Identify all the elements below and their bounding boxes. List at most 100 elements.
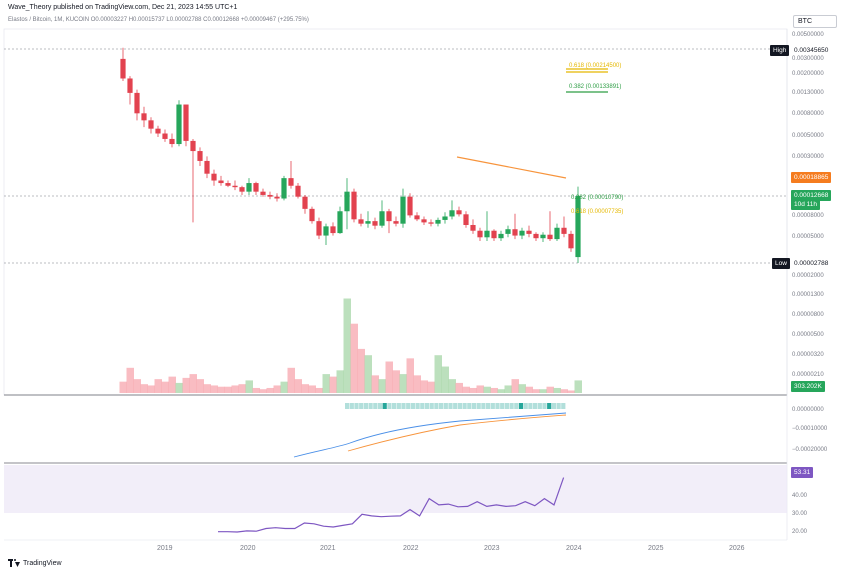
published-info: Wave_Theory published on TradingView.com… bbox=[8, 4, 238, 11]
candle-body bbox=[351, 191, 357, 220]
candle-body bbox=[190, 140, 196, 152]
macd-hist-bar bbox=[457, 403, 462, 409]
volume-bar bbox=[378, 379, 386, 393]
time-tick-label: 2023 bbox=[484, 545, 500, 552]
volume-bar bbox=[238, 384, 246, 393]
volume-bar bbox=[525, 386, 533, 393]
candle-body bbox=[379, 211, 385, 226]
volume-bar bbox=[203, 384, 211, 393]
macd-hist-bar bbox=[471, 403, 477, 409]
candle-body bbox=[183, 104, 189, 141]
rsi-line bbox=[218, 477, 565, 533]
macd-hist-bar bbox=[453, 403, 458, 409]
candle-body bbox=[484, 230, 490, 238]
volume-bar bbox=[287, 367, 295, 393]
volume-bar bbox=[133, 379, 141, 393]
volume-bar bbox=[336, 370, 344, 393]
candle-body bbox=[134, 92, 140, 114]
volume-bar bbox=[252, 387, 260, 393]
macd-hist-bar bbox=[509, 403, 514, 409]
time-axis-labels[interactable]: 2019 2020 2021 2022 2023 2024 2025 2026 bbox=[157, 545, 745, 552]
volume-bar bbox=[301, 384, 309, 393]
macd-hist-bar bbox=[523, 403, 528, 409]
macd-hist-bar bbox=[363, 403, 368, 409]
volume-bar bbox=[567, 390, 575, 393]
macd-tick-label: 0.00000000 bbox=[792, 407, 824, 413]
volume-bar bbox=[385, 361, 393, 393]
volume-bar bbox=[392, 370, 400, 393]
macd-hist-bar bbox=[551, 403, 556, 409]
macd-hist-bar bbox=[537, 403, 542, 409]
candle-body bbox=[288, 178, 294, 186]
fib-382-mid-label: 0.382 (0.00010790) bbox=[571, 195, 624, 201]
fib-618-top-label: 0.618 (0.00214500) bbox=[569, 63, 622, 69]
candle-body bbox=[414, 215, 420, 220]
volume-bar bbox=[483, 386, 491, 393]
volume-bar bbox=[154, 379, 162, 393]
volume-bar bbox=[147, 385, 155, 393]
macd-hist-bar bbox=[392, 403, 397, 409]
macd-hist-bar bbox=[504, 403, 509, 409]
volume-bar bbox=[357, 348, 365, 393]
macd-hist-bar bbox=[373, 403, 378, 409]
rsi-tick-label: 30.00 bbox=[792, 511, 808, 517]
candle-body bbox=[547, 234, 553, 240]
macd-hist-bar bbox=[420, 403, 425, 409]
candle-body bbox=[337, 211, 343, 234]
candle-body bbox=[141, 113, 147, 121]
rsi-group bbox=[218, 477, 565, 533]
candle-body bbox=[568, 233, 574, 249]
candle-body bbox=[239, 187, 245, 192]
macd-hist-bar bbox=[429, 403, 434, 409]
trend-line[interactable] bbox=[456, 156, 567, 179]
volume-bar bbox=[210, 385, 218, 393]
macd-hist-bar bbox=[481, 403, 486, 409]
volume-bar bbox=[455, 382, 463, 393]
price-tick-label: 0.00008000 bbox=[792, 213, 824, 219]
candle-body bbox=[344, 191, 350, 212]
macd-hist-bar bbox=[354, 403, 359, 409]
tradingview-brand[interactable]: TradingView bbox=[8, 559, 62, 567]
price-tick-label: 0.00300000 bbox=[792, 56, 824, 62]
volume-bar bbox=[371, 375, 379, 393]
macd-hist-bar bbox=[387, 403, 392, 409]
candle-body bbox=[204, 160, 210, 174]
candle-body bbox=[281, 178, 287, 199]
macd-hist-bar bbox=[462, 403, 467, 409]
time-tick-label: 2021 bbox=[320, 545, 336, 552]
currency-selector[interactable]: BTC bbox=[793, 15, 837, 28]
candle-body bbox=[533, 233, 539, 239]
candle-body bbox=[456, 210, 462, 215]
candle-body bbox=[407, 196, 413, 216]
volume-bar bbox=[231, 385, 239, 393]
volume-bar bbox=[126, 367, 134, 393]
macd-tick-label: −0.00010000 bbox=[792, 426, 828, 432]
candle-body bbox=[477, 230, 483, 238]
candle-body bbox=[323, 226, 329, 236]
macd-hist-bar bbox=[401, 403, 406, 409]
macd-hist-bar bbox=[424, 403, 430, 409]
macd-hist-bar bbox=[500, 403, 505, 409]
time-tick-label: 2022 bbox=[403, 545, 419, 552]
price-axis-ticks[interactable]: 0.00500000 0.00300000 0.00200000 0.00130000… bbox=[792, 32, 828, 535]
volume-bar bbox=[280, 381, 288, 393]
volume-bar bbox=[329, 376, 337, 393]
macd-hist-bar bbox=[345, 403, 350, 409]
price-tick-label: 0.00000800 bbox=[792, 312, 824, 318]
macd-line bbox=[293, 412, 567, 458]
volume-bar bbox=[434, 355, 442, 393]
price-tick-label: 0.00000210 bbox=[792, 372, 824, 378]
candle-body bbox=[519, 230, 525, 236]
price-tick-label: 0.00200000 bbox=[792, 71, 824, 77]
candle-body bbox=[393, 221, 399, 224]
volume-bar bbox=[462, 386, 470, 393]
macd-hist-bar bbox=[486, 403, 491, 409]
volume-bar bbox=[560, 389, 568, 393]
volume-bar bbox=[294, 379, 302, 393]
price-tick-label: 0.00050000 bbox=[792, 133, 824, 139]
macd-tick-label: −0.00020000 bbox=[792, 447, 828, 453]
time-tick-label: 2020 bbox=[240, 545, 256, 552]
symbol-info-line: Elastos / Bitcoin, 1M, KUCOIN O0.0000322… bbox=[8, 17, 309, 23]
volume-bar bbox=[420, 380, 428, 393]
